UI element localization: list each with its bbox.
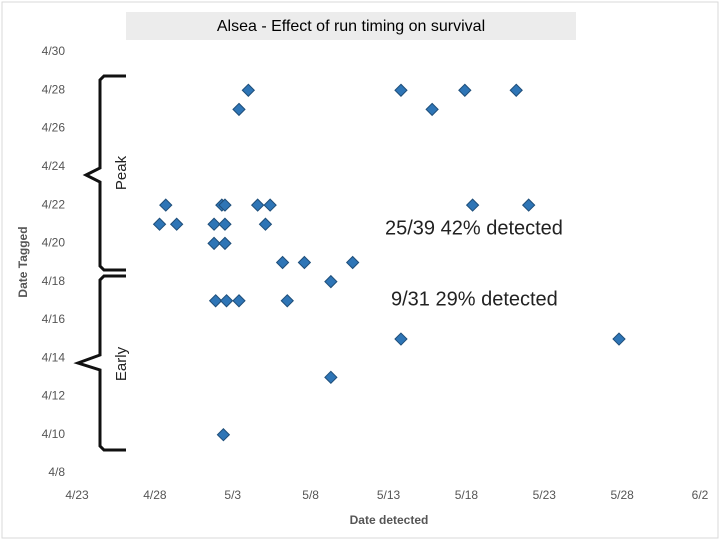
point — [159, 198, 173, 212]
point — [509, 83, 523, 97]
peak-brace — [82, 74, 126, 272]
annotation: 9/31 29% detected — [391, 288, 558, 310]
point — [241, 83, 256, 97]
x-tick-label: 5/13 — [377, 488, 401, 502]
point — [207, 217, 221, 231]
point — [394, 332, 408, 346]
y-tick-label: 4/30 — [42, 44, 66, 58]
point — [219, 294, 234, 308]
point — [521, 198, 536, 212]
y-axis-label: Date Tagged — [16, 226, 30, 297]
point — [263, 198, 277, 212]
point — [232, 294, 246, 308]
chart-title: Alsea - Effect of run timing on survival — [217, 18, 485, 35]
y-tick-label: 4/24 — [42, 159, 66, 173]
x-tick-label: 5/28 — [610, 488, 634, 502]
x-tick-label: 6/2 — [692, 488, 709, 502]
y-tick-label: 4/12 — [42, 389, 66, 403]
point — [612, 332, 626, 346]
x-tick-label: 5/3 — [224, 488, 241, 502]
point — [394, 83, 408, 97]
y-tick-label: 4/22 — [42, 197, 66, 211]
y-tick-label: 4/8 — [48, 465, 65, 479]
y-tick-label: 4/14 — [42, 350, 66, 364]
brace-label: Peak — [113, 155, 130, 190]
point — [324, 274, 338, 289]
y-tick-label: 4/26 — [42, 121, 66, 135]
y-tick-label: 4/10 — [42, 427, 66, 441]
point — [218, 236, 232, 251]
point — [324, 370, 338, 385]
x-tick-label: 5/23 — [533, 488, 557, 502]
point — [297, 255, 312, 270]
x-tick-label: 4/23 — [65, 488, 89, 502]
point — [218, 217, 232, 231]
point — [465, 198, 480, 212]
point — [169, 217, 184, 231]
annotation: 25/39 42% detected — [385, 217, 563, 239]
y-tick-label: 4/18 — [42, 274, 66, 288]
early-brace — [73, 274, 126, 452]
y-tick-label: 4/16 — [42, 312, 66, 326]
point — [458, 83, 472, 97]
point — [216, 428, 231, 442]
x-axis-label: Date detected — [350, 513, 429, 527]
y-tick-label: 4/20 — [42, 236, 66, 250]
brace-label: Early — [113, 346, 130, 381]
point — [152, 217, 167, 231]
point — [345, 255, 360, 270]
y-tick-label: 4/28 — [42, 82, 66, 96]
point — [232, 102, 246, 117]
x-tick-label: 4/28 — [143, 488, 167, 502]
point — [250, 198, 265, 212]
x-tick-label: 5/8 — [302, 488, 319, 502]
point — [208, 294, 223, 308]
title-box — [126, 12, 576, 40]
point — [425, 102, 439, 117]
x-tick-label: 5/18 — [455, 488, 479, 502]
point — [258, 217, 273, 231]
point — [207, 236, 221, 251]
point — [275, 255, 290, 270]
point — [218, 198, 232, 212]
point — [280, 294, 294, 308]
